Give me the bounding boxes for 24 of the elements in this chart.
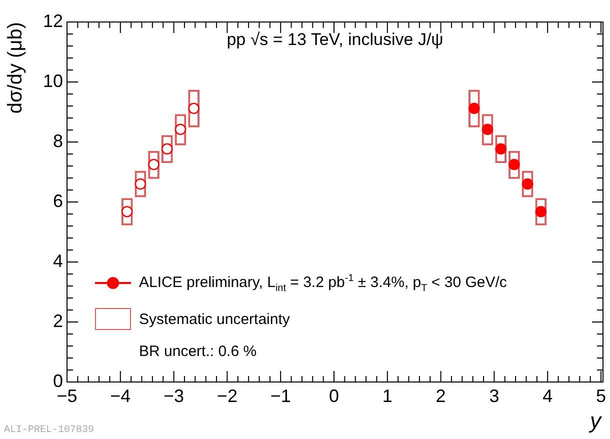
legend-label: ALICE preliminary, L$_{int}$ = 3.2 pb$^{-1}$ ± 3.4%, p$_{T}$ < 30 GeV/c	[139, 272, 507, 294]
y-tick-label: 8	[52, 130, 63, 151]
legend-label: Systematic uncertainty	[139, 310, 290, 328]
y-axis-title: dσ/dy (μb)	[4, 22, 27, 114]
x-tick-label: −1	[270, 386, 291, 406]
x-tick-label: 2	[436, 386, 446, 406]
y-tick-label: 12	[42, 10, 63, 31]
y-tick-label: 4	[52, 250, 63, 271]
x-tick-label: 0	[328, 386, 340, 406]
text: pp √s = 13 TeV, inclusive J/ψ	[226, 30, 444, 50]
x-axis-title: y	[588, 408, 603, 433]
annotation: BR uncert.: 0.6 %	[139, 343, 257, 360]
x-tick-label: 4	[542, 386, 553, 406]
x-tick-label: −3	[164, 386, 184, 406]
x-tick-label: 3	[489, 386, 500, 406]
x-tick-label: −2	[216, 386, 238, 406]
x-tick-label: 1	[382, 386, 392, 406]
text: ALI-PREL-107839	[4, 425, 94, 436]
y-tick-label: 6	[52, 190, 63, 211]
y-tick-label: 2	[52, 310, 63, 331]
x-tick-label: −4	[110, 386, 131, 406]
y-tick-label: 0	[52, 370, 63, 391]
y-tick-label: 10	[42, 70, 63, 91]
x-tick-label: 5	[596, 386, 606, 406]
